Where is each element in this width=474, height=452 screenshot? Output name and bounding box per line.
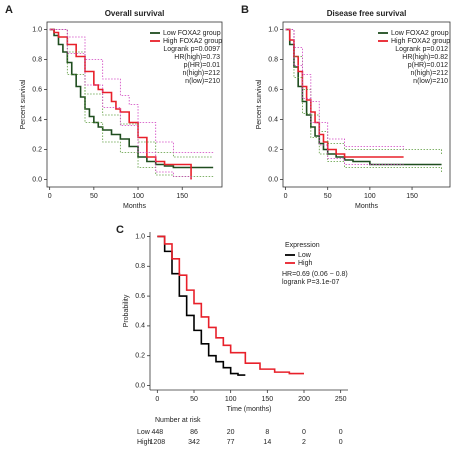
survival-line (285, 28, 404, 158)
risk-count: 20 (227, 429, 235, 436)
risk-count: 0 (339, 429, 343, 436)
x-tick-label: 150 (261, 396, 273, 403)
risk-table-title: Number at risk (155, 417, 201, 424)
y-tick-label: 0.8 (268, 56, 278, 63)
y-tick-label: 0.2 (268, 146, 278, 153)
risk-count: 2 (302, 439, 306, 446)
x-axis-label: Months (355, 203, 378, 210)
y-axis-label: Percent survival (256, 79, 263, 129)
legend-label: High (298, 260, 313, 267)
legend-label: High FOXA2 group (391, 38, 450, 45)
annotation: n(low)=210 (413, 78, 448, 85)
annotation: n(low)=210 (185, 78, 220, 85)
confidence-line (49, 29, 214, 153)
x-tick-label: 50 (324, 193, 332, 200)
confidence-line (285, 29, 404, 165)
annotation: Logrank p=0.012 (395, 46, 448, 53)
legend-label: High FOXA2 group (163, 38, 222, 45)
x-tick-label: 50 (90, 193, 98, 200)
annotation: n(high)=212 (410, 70, 448, 77)
annotation: HR(high)=0.82 (402, 54, 448, 61)
y-tick-label: 0.2 (135, 353, 145, 360)
annotation: HR=0.69 (0.06 − 0.8) (282, 271, 348, 278)
confidence-line (49, 29, 214, 158)
y-tick-label: 0.0 (32, 176, 42, 183)
y-tick-label: 0.0 (135, 382, 145, 389)
y-tick-label: 1.0 (32, 26, 42, 33)
chart-title: Disease free survival (327, 9, 407, 18)
y-tick-label: 1.0 (135, 233, 145, 240)
plot-frame (282, 21, 451, 188)
risk-count: 448 (151, 429, 163, 436)
risk-row-label: High (137, 439, 152, 446)
risk-count: 1208 (150, 439, 166, 446)
y-tick-label: 0.6 (268, 86, 278, 93)
legend-label: Low FOXA2 group (163, 30, 221, 37)
risk-count: 14 (263, 439, 271, 446)
survival-line (157, 235, 246, 376)
y-axis-label: Percent survival (20, 79, 27, 129)
y-tick-label: 0.8 (32, 56, 42, 63)
x-tick-label: 100 (132, 193, 144, 200)
legend-title: Expression (285, 242, 320, 249)
y-tick-label: 0.8 (135, 263, 145, 270)
y-tick-label: 0.4 (32, 116, 42, 123)
y-axis-label: Probability (123, 294, 130, 327)
y-tick-label: 0.2 (32, 146, 42, 153)
x-tick-label: 0 (155, 396, 159, 403)
x-tick-label: 100 (364, 193, 376, 200)
annotation: HR(high)=0.73 (174, 54, 220, 61)
y-tick-label: 0.4 (268, 116, 278, 123)
risk-count: 77 (227, 439, 235, 446)
risk-count: 0 (302, 429, 306, 436)
risk-count: 86 (190, 429, 198, 436)
x-tick-label: 150 (176, 193, 188, 200)
x-tick-label: 0 (48, 193, 52, 200)
y-tick-label: 0.6 (135, 293, 145, 300)
x-tick-label: 50 (190, 396, 198, 403)
panel-label: C (116, 224, 124, 236)
x-tick-label: 0 (284, 193, 288, 200)
confidence-line (285, 29, 405, 150)
confidence-line (285, 29, 442, 154)
x-tick-label: 150 (406, 193, 418, 200)
annotation: Logrank p=0.0097 (163, 46, 220, 53)
panel-label: B (241, 4, 249, 16)
legend-label: Low (298, 252, 312, 259)
x-tick-label: 200 (298, 396, 310, 403)
panel-label: A (5, 4, 13, 16)
y-tick-label: 0.6 (32, 86, 42, 93)
risk-count: 342 (188, 439, 200, 446)
x-tick-label: 250 (335, 396, 347, 403)
legend-label: Low FOXA2 group (391, 30, 449, 37)
x-tick-label: 100 (225, 396, 237, 403)
confidence-line (49, 29, 192, 180)
annotation: p(HR)=0.012 (408, 62, 448, 69)
annotation: logrank P=3.1e-07 (282, 279, 340, 286)
y-tick-label: 0.0 (268, 176, 278, 183)
x-axis-label: Time (months) (227, 406, 272, 413)
annotation: p(HR)=0.01 (184, 62, 220, 69)
survival-line (157, 235, 304, 375)
risk-row-label: Low (137, 429, 151, 436)
risk-count: 8 (265, 429, 269, 436)
y-tick-label: 1.0 (268, 26, 278, 33)
risk-count: 0 (339, 439, 343, 446)
y-tick-label: 0.4 (135, 323, 145, 330)
x-axis-label: Months (123, 203, 146, 210)
plot-frame (46, 21, 223, 188)
chart-title: Overall survival (105, 9, 165, 18)
annotation: n(high)=212 (182, 70, 220, 77)
